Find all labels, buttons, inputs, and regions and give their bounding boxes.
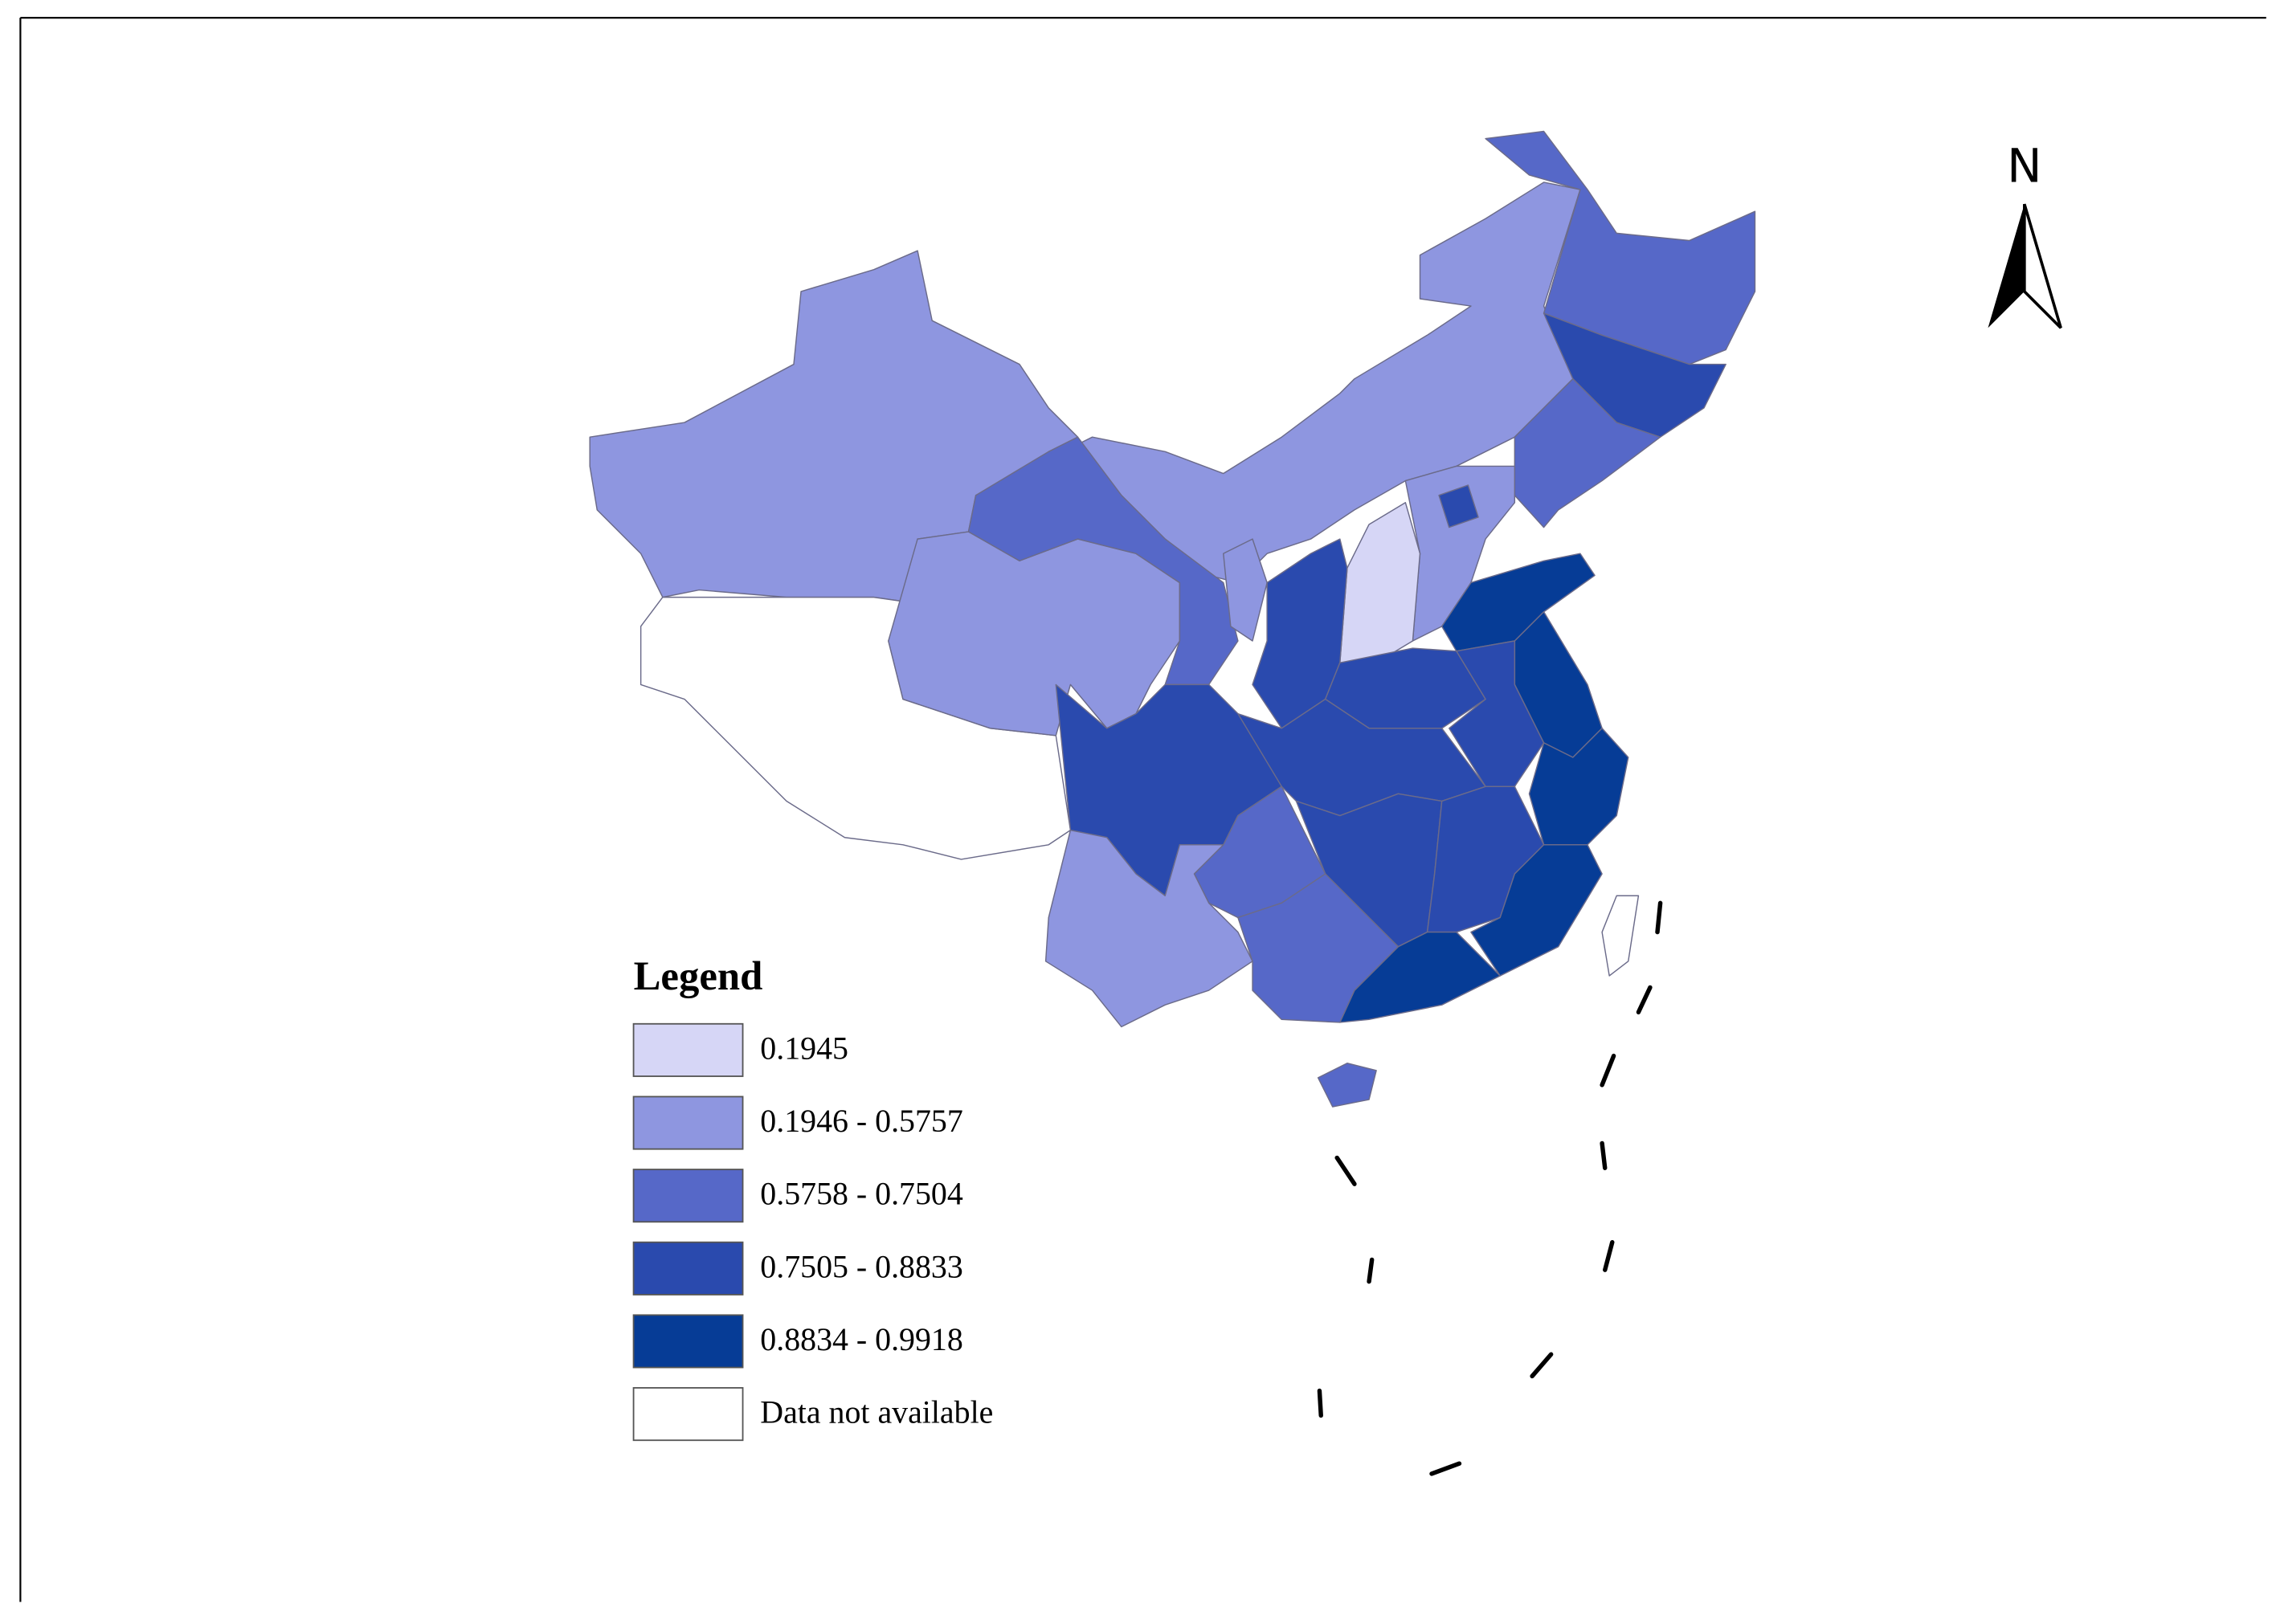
legend-label: 0.7505 - 0.8833 [760, 1248, 963, 1284]
dash [1367, 1257, 1375, 1284]
legend: Legend 0.1945 0.1946 - 0.5757 0.5758 - 0.7… [632, 953, 993, 1442]
zhejiang [1528, 728, 1629, 846]
legend-swatch [632, 1241, 744, 1296]
legend-label: 0.8834 - 0.9918 [760, 1321, 963, 1357]
dash [1636, 985, 1653, 1014]
legend-swatch [632, 1387, 744, 1442]
legend-label: 0.1945 [760, 1030, 848, 1066]
hainan [1317, 1062, 1377, 1108]
arrow-left [1988, 204, 2025, 328]
legend-label: 0.5758 - 0.7504 [760, 1176, 963, 1212]
north-label: N [2007, 139, 2041, 194]
legend-title: Legend [634, 953, 763, 998]
north-arrow: N [1988, 139, 2062, 329]
legend-swatch [632, 1169, 744, 1223]
inner-mongolia [1077, 182, 1581, 584]
beijing [1438, 484, 1479, 528]
legend-label: Data not available [760, 1394, 993, 1430]
guangxi [1237, 873, 1400, 1023]
legend-swatch [632, 1096, 744, 1150]
taiwan [1601, 895, 1640, 977]
legend-label: 0.1946 - 0.5757 [760, 1103, 963, 1139]
heilongjiang [1485, 130, 1756, 365]
legend-swatch [632, 1022, 744, 1077]
ningxia [1223, 538, 1268, 642]
nine-dash-line [1317, 900, 1663, 1476]
dash [1603, 1239, 1615, 1272]
dash [1429, 1461, 1462, 1476]
dash [1317, 1388, 1323, 1418]
dash [1334, 1155, 1357, 1186]
dash [1655, 900, 1663, 935]
arrow-right [2023, 203, 2062, 329]
dash [1600, 1140, 1608, 1170]
qinghai [888, 531, 1181, 737]
legend-swatch [632, 1314, 744, 1369]
provinces [589, 130, 1756, 1108]
liaoning [1514, 377, 1661, 528]
dash [1530, 1352, 1554, 1379]
dash [1600, 1053, 1616, 1087]
yunnan [1044, 829, 1253, 1028]
shanxi [1339, 502, 1421, 663]
